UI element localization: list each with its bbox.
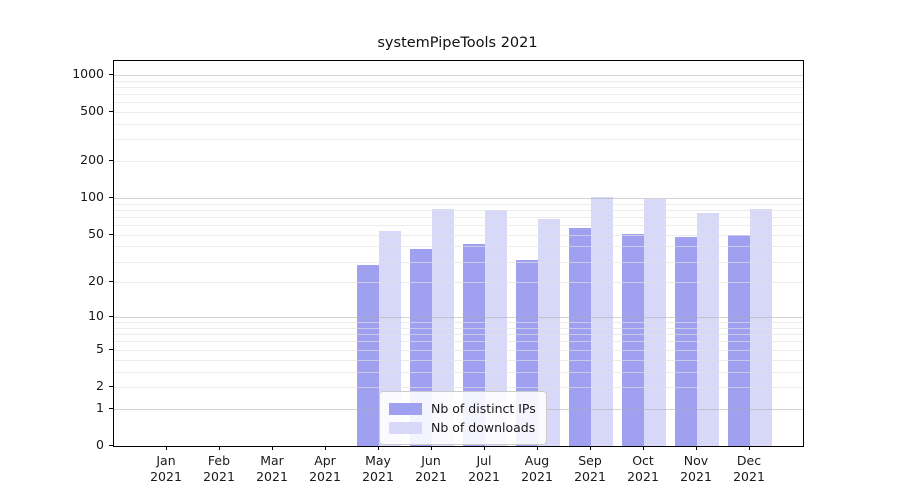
x-tick-mark (378, 446, 379, 450)
x-tick-mark (590, 446, 591, 450)
y-tick-mark (109, 160, 113, 162)
bar-downloads (538, 219, 560, 446)
gridline-minor (114, 322, 803, 324)
legend-item-distinct-ips: Nb of distinct IPs (389, 399, 536, 418)
legend-item-downloads: Nb of downloads (389, 418, 536, 437)
x-tick-mark (325, 446, 326, 450)
x-tick-mark (696, 446, 697, 450)
legend-swatch-distinct-ips (389, 402, 422, 415)
gridline-minor (114, 139, 803, 141)
bar-distinct-ips (357, 265, 379, 446)
y-tick-label: 100 (80, 189, 104, 205)
x-tick-mark (484, 446, 485, 450)
y-tick-mark (109, 316, 113, 318)
y-tick-label: 50 (88, 225, 104, 241)
x-tick-mark (219, 446, 220, 450)
gridline-minor (114, 102, 803, 104)
x-tick-label: Jan 2021 (150, 453, 182, 484)
y-tick-label: 5 (96, 340, 104, 356)
gridline-minor (114, 341, 803, 343)
gridline-minor (114, 282, 803, 284)
x-tick-mark (537, 446, 538, 450)
y-tick-mark (109, 197, 113, 199)
gridline-minor (114, 261, 803, 263)
gridline-minor (114, 123, 803, 125)
bar-downloads (697, 213, 719, 446)
y-tick-mark (109, 348, 113, 350)
y-tick-mark (109, 111, 113, 113)
gridline-minor (114, 203, 803, 205)
y-tick-mark (109, 281, 113, 283)
y-tick-mark (109, 233, 113, 235)
y-tick-mark (109, 407, 113, 409)
gridline-minor (114, 386, 803, 388)
legend-label-downloads: Nb of downloads (431, 420, 536, 435)
gridline-minor (114, 216, 803, 218)
x-tick-label: Mar 2021 (256, 453, 288, 484)
y-tick-label: 1 (96, 399, 104, 415)
gridline-minor (114, 209, 803, 211)
gridline-minor (114, 234, 803, 236)
chart-title: systemPipeTools 2021 (377, 35, 538, 51)
x-tick-label: Apr 2021 (309, 453, 341, 484)
gridline-major (114, 198, 803, 200)
bar-distinct-ips (569, 227, 591, 446)
y-tick-mark (109, 73, 113, 75)
x-tick-label: May 2021 (362, 453, 394, 484)
plot-area (113, 60, 804, 447)
x-tick-label: Sep 2021 (574, 453, 606, 484)
bar-distinct-ips (622, 233, 644, 446)
y-tick-label: 0 (96, 437, 104, 452)
x-tick-label: Dec 2021 (733, 453, 765, 484)
x-tick-label: Aug 2021 (521, 453, 553, 484)
x-tick-label: Jul 2021 (468, 453, 500, 484)
gridline-minor (114, 80, 803, 82)
gridline-major (114, 317, 803, 319)
x-tick-label: Jun 2021 (415, 453, 447, 484)
y-tick-label: 500 (80, 103, 104, 119)
bar-downloads (432, 208, 454, 446)
legend-label-distinct-ips: Nb of distinct IPs (431, 401, 536, 416)
x-tick-label: Oct 2021 (627, 453, 659, 484)
gridline-minor (114, 225, 803, 227)
y-tick-label: 2 (96, 377, 104, 393)
gridline-minor (114, 371, 803, 373)
x-tick-label: Nov 2021 (680, 453, 712, 484)
gridline-minor (114, 86, 803, 88)
gridline-minor (114, 161, 803, 163)
y-tick-mark (109, 385, 113, 387)
y-tick-label: 1000 (72, 65, 104, 81)
x-tick-mark (643, 446, 644, 450)
x-tick-mark (749, 446, 750, 450)
gridline-minor (114, 112, 803, 114)
x-tick-mark (431, 446, 432, 450)
legend-swatch-downloads (389, 421, 422, 434)
gridline-major (114, 74, 803, 76)
gridline-minor (114, 327, 803, 329)
x-tick-mark (166, 446, 167, 450)
x-tick-label: Feb 2021 (203, 453, 235, 484)
x-tick-mark (272, 446, 273, 450)
bar-downloads (750, 208, 772, 446)
gridline-minor (114, 359, 803, 361)
legend: Nb of distinct IPs Nb of downloads (379, 391, 547, 445)
y-tick-label: 20 (88, 273, 104, 289)
gridline-minor (114, 93, 803, 95)
gridline-minor (114, 349, 803, 351)
bar-distinct-ips (728, 234, 750, 446)
y-tick-label: 10 (88, 308, 104, 324)
y-tick-label: 200 (80, 152, 104, 168)
gridline-minor (114, 246, 803, 248)
y-tick-mark (109, 445, 113, 446)
bar-downloads (591, 197, 613, 446)
gridline-minor (114, 334, 803, 336)
